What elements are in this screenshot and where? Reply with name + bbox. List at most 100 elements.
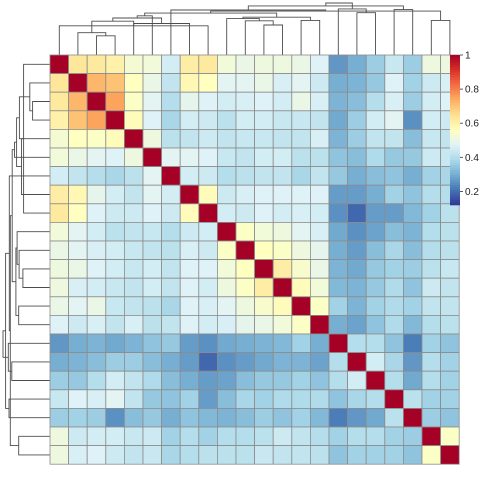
- heatmap-cell: [328, 73, 349, 93]
- heatmap-cell: [161, 54, 181, 75]
- heatmap-cell: [440, 426, 460, 447]
- heatmap-cell: [68, 184, 88, 205]
- heatmap-cell: [235, 296, 256, 316]
- heatmap-cell: [347, 73, 367, 93]
- heatmap-cell: [142, 128, 163, 149]
- heatmap-cell: [402, 128, 423, 149]
- heatmap-cell: [142, 54, 163, 75]
- heatmap-cell: [272, 203, 293, 223]
- dendrogram-branch: [21, 138, 50, 195]
- heatmap-cell: [49, 240, 70, 261]
- dendrogram-branch: [242, 16, 311, 21]
- heatmap-cell: [216, 54, 237, 75]
- heatmap-cell: [328, 333, 349, 354]
- heatmap-cell: [105, 333, 125, 354]
- heatmap-cell: [347, 128, 367, 149]
- heatmap-cell: [384, 166, 404, 186]
- heatmap-cell: [421, 147, 442, 168]
- heatmap-cell: [347, 110, 367, 130]
- legend-gradient-step: [450, 135, 460, 138]
- heatmap-cell: [161, 91, 181, 112]
- heatmap-cell: [216, 426, 237, 447]
- dendrogram-branch: [263, 24, 283, 55]
- dendrogram-branch: [18, 435, 50, 456]
- heatmap-cell: [68, 110, 88, 130]
- heatmap-cell: [68, 259, 88, 279]
- heatmap-cell: [105, 389, 125, 409]
- heatmap-cell: [291, 166, 311, 186]
- heatmap-cell: [440, 333, 460, 354]
- heatmap-cell: [402, 389, 423, 409]
- heatmap-cell: [49, 389, 70, 409]
- heatmap-cell: [272, 445, 293, 465]
- heatmap-cell: [291, 203, 311, 223]
- dendrogram-branch: [16, 117, 22, 168]
- heatmap-cell: [291, 277, 311, 298]
- heatmap-cell: [124, 314, 144, 335]
- heatmap-cell: [198, 221, 218, 242]
- heatmap-cell: [86, 110, 107, 130]
- heatmap-cell: [235, 240, 256, 261]
- heatmap-cell: [124, 91, 144, 112]
- dendrogram-branch: [133, 23, 190, 55]
- heatmap-cell: [235, 54, 256, 75]
- dendrogram-branch: [244, 20, 274, 55]
- heatmap-cell: [68, 426, 88, 447]
- heatmap-cell: [440, 277, 460, 298]
- legend-gradient-step: [450, 115, 460, 118]
- heatmap-cell: [179, 240, 200, 261]
- heatmap-cell: [49, 426, 70, 447]
- heatmap-cell: [365, 445, 386, 465]
- heatmap-cell: [328, 54, 349, 75]
- heatmap-cell: [272, 221, 293, 242]
- heatmap-cell: [421, 240, 442, 261]
- heatmap-cell: [402, 166, 423, 186]
- heatmap-cell: [86, 370, 107, 391]
- heatmap-cell: [328, 240, 349, 261]
- legend-gradient-step: [450, 182, 460, 186]
- dendrogram-branch: [136, 15, 153, 55]
- heatmap-cell: [124, 426, 144, 447]
- dendrogram-branch: [7, 342, 50, 372]
- heatmap-cell: [347, 54, 367, 75]
- heatmap-cell: [161, 73, 181, 93]
- heatmap-cell: [402, 407, 423, 428]
- heatmap-cell: [309, 314, 330, 335]
- dendrogram-branch: [5, 252, 10, 409]
- heatmap-cell: [365, 91, 386, 112]
- legend-gradient-step: [450, 87, 460, 91]
- heatmap-cell: [421, 445, 442, 465]
- heatmap-cell: [291, 147, 311, 168]
- heatmap-cell: [179, 389, 200, 409]
- heatmap-cell: [235, 128, 256, 149]
- heatmap-cell: [142, 277, 163, 298]
- legend-gradient-step: [450, 80, 460, 83]
- heatmap-cell: [347, 147, 367, 168]
- heatmap-cell: [254, 389, 274, 409]
- heatmap-cell: [198, 407, 218, 428]
- heatmap-cell: [68, 407, 88, 428]
- heatmap-cell: [235, 314, 256, 335]
- heatmap-cell: [328, 259, 349, 279]
- heatmap-cell: [291, 110, 311, 130]
- heatmap-cell: [161, 221, 181, 242]
- heatmap-cell: [68, 445, 88, 465]
- heatmap-cell: [384, 426, 404, 447]
- heatmap-cell: [198, 73, 218, 93]
- heatmap-cell: [421, 73, 442, 93]
- dendrogram-branch: [247, 5, 404, 10]
- heatmap-cell: [347, 426, 367, 447]
- heatmap-cell: [142, 333, 163, 354]
- heatmap-cell: [142, 147, 163, 168]
- heatmap-cell: [142, 352, 163, 372]
- heatmap-cell: [105, 73, 125, 93]
- heatmap-cell: [291, 370, 311, 391]
- heatmap-cell: [86, 147, 107, 168]
- heatmap-cell: [402, 184, 423, 205]
- heatmap-cell: [254, 259, 274, 279]
- heatmap-cell: [105, 240, 125, 261]
- heatmap-cell: [291, 314, 311, 335]
- heatmap-cell: [198, 147, 218, 168]
- heatmap-cell: [402, 426, 423, 447]
- heatmap-cell: [347, 314, 367, 335]
